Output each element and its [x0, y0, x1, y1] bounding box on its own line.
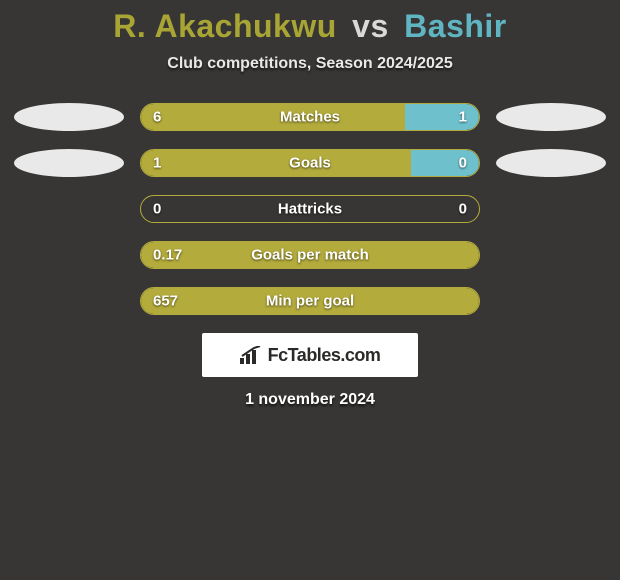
- fill-left: [141, 104, 405, 130]
- stat-bar: 0.17 Goals per match: [140, 241, 480, 269]
- team-badge-right: [496, 149, 606, 177]
- value-left: 657: [153, 293, 178, 310]
- stat-row: 657 Min per goal: [0, 287, 620, 315]
- player1-name: R. Akachukwu: [113, 8, 337, 44]
- player2-name: Bashir: [404, 8, 507, 44]
- value-left: 0: [153, 201, 161, 218]
- value-right: 1: [459, 109, 467, 126]
- fill-left: [141, 150, 411, 176]
- stat-label: Min per goal: [266, 293, 354, 310]
- stat-label: Matches: [280, 109, 340, 126]
- value-left: 1: [153, 155, 161, 172]
- stat-bar: 657 Min per goal: [140, 287, 480, 315]
- date-label: 1 november 2024: [0, 391, 620, 409]
- value-right: 0: [459, 155, 467, 172]
- value-left: 0.17: [153, 247, 182, 264]
- value-right: 0: [459, 201, 467, 218]
- stat-label: Goals: [289, 155, 331, 172]
- logo-text: FcTables.com: [268, 345, 381, 366]
- stat-label: Hattricks: [278, 201, 342, 218]
- team-badge-left: [14, 149, 124, 177]
- team-badge-right: [496, 103, 606, 131]
- team-badge-left: [14, 103, 124, 131]
- subtitle: Club competitions, Season 2024/2025: [0, 55, 620, 73]
- stat-row: 1 0 Goals: [0, 149, 620, 177]
- comparison-infographic: R. Akachukwu vs Bashir Club competitions…: [0, 0, 620, 409]
- chart-icon: [240, 346, 262, 364]
- fill-right: [411, 150, 479, 176]
- stat-bar: 0 0 Hattricks: [140, 195, 480, 223]
- page-title: R. Akachukwu vs Bashir: [0, 8, 620, 45]
- fill-right: [405, 104, 479, 130]
- fctables-logo[interactable]: FcTables.com: [202, 333, 418, 377]
- stat-bar: 1 0 Goals: [140, 149, 480, 177]
- stat-row: 6 1 Matches: [0, 103, 620, 131]
- stat-bar: 6 1 Matches: [140, 103, 480, 131]
- vs-label: vs: [352, 8, 389, 44]
- value-left: 6: [153, 109, 161, 126]
- stats-rows: 6 1 Matches 1 0 Goals 0 0 Hattricks 0.17 Goals per…: [0, 103, 620, 315]
- stat-label: Goals per match: [251, 247, 369, 264]
- stat-row: 0.17 Goals per match: [0, 241, 620, 269]
- stat-row: 0 0 Hattricks: [0, 195, 620, 223]
